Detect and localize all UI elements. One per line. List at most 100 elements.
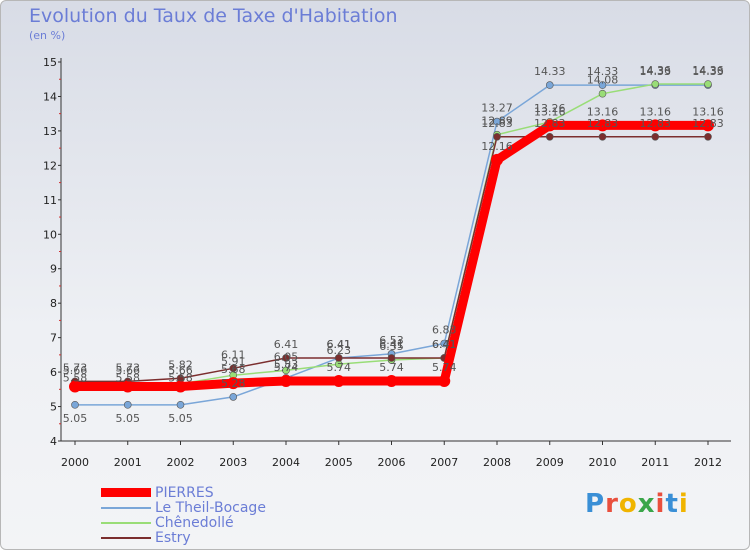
legend-item: Chênedollé — [101, 514, 266, 531]
y-tick-label: 5 — [50, 401, 57, 414]
data-point — [649, 119, 662, 132]
data-point — [387, 354, 396, 362]
legend-label: Le Theil-Bocage — [155, 499, 266, 516]
x-tick-label: 2002 — [167, 456, 195, 469]
data-label: 13.16 — [692, 105, 724, 118]
data-label: 13.16 — [534, 105, 566, 118]
logo-letter: r — [605, 489, 619, 519]
logo-letter: i — [678, 489, 689, 519]
data-label: 6.41 — [432, 338, 457, 351]
legend-label: Chênedollé — [155, 514, 234, 531]
data-point — [598, 81, 607, 89]
data-point — [229, 393, 238, 401]
data-point — [596, 119, 609, 132]
x-tick-label: 2011 — [641, 456, 669, 469]
data-label: 13.16 — [587, 105, 619, 118]
y-tick-label: 7 — [50, 332, 57, 345]
data-point — [69, 380, 81, 393]
x-tick-label: 2012 — [694, 456, 722, 469]
x-tick-label: 2009 — [536, 456, 564, 469]
data-label: 5.05 — [116, 412, 141, 425]
data-label: 14.33 — [692, 65, 724, 78]
data-point — [174, 380, 187, 393]
data-label: 13.16 — [640, 105, 672, 118]
legend-swatch — [101, 488, 151, 497]
data-point — [282, 366, 290, 375]
data-point — [123, 401, 132, 409]
data-label: 5.73 — [63, 361, 88, 374]
data-point — [493, 132, 501, 141]
data-point — [121, 380, 134, 393]
x-tick-label: 2007 — [430, 456, 458, 469]
data-label: 5.68 — [221, 363, 246, 376]
data-label: 12.89 — [481, 115, 513, 128]
data-point — [493, 117, 501, 126]
data-label: 5.91 — [221, 355, 246, 368]
data-label: 5.58 — [116, 372, 141, 385]
logo-letter: P — [585, 489, 606, 519]
logo-letter: t — [665, 489, 679, 519]
x-tick-label: 2010 — [589, 456, 617, 469]
data-point — [651, 80, 660, 88]
data-label: 5.82 — [168, 358, 193, 371]
data-point — [71, 401, 79, 409]
data-point — [227, 377, 240, 390]
data-point — [229, 364, 238, 373]
y-tick-label: 12 — [43, 159, 57, 172]
y-tick-label: 11 — [43, 194, 57, 207]
legend-item: Estry — [101, 529, 266, 546]
data-label: 6.23 — [327, 344, 352, 357]
data-label: 12.83 — [587, 117, 619, 130]
data-point — [176, 401, 185, 409]
data-point — [438, 375, 451, 388]
data-label: 6.41 — [432, 338, 457, 351]
data-label: 5.66 — [63, 364, 88, 377]
data-label: 6.41 — [379, 338, 404, 351]
x-tick-label: 2005 — [325, 456, 353, 469]
data-label: 6.11 — [221, 348, 246, 361]
data-label: 14.36 — [692, 64, 724, 77]
data-label: 12.83 — [640, 117, 672, 130]
y-tick-label: 15 — [43, 56, 57, 69]
data-label: 5.05 — [168, 412, 193, 425]
data-label: 5.66 — [168, 364, 193, 377]
x-tick-label: 2003 — [219, 456, 247, 469]
data-point — [545, 132, 554, 141]
data-label: 13.26 — [534, 102, 566, 115]
x-tick-label: 2008 — [483, 456, 511, 469]
logo-letter: x — [637, 489, 656, 519]
data-point — [702, 119, 714, 132]
data-label: 5.74 — [432, 361, 457, 374]
chart-unit: (en %) — [29, 29, 66, 42]
logo-letter: i — [655, 489, 666, 519]
data-point — [332, 375, 345, 388]
data-label: 13.27 — [481, 102, 513, 115]
data-point — [282, 354, 290, 362]
data-label: 6.41 — [327, 338, 352, 351]
y-tick-label: 4 — [50, 435, 57, 448]
data-label: 6.53 — [379, 334, 404, 347]
y-tick-label: 14 — [43, 90, 57, 103]
data-label: 5.58 — [63, 372, 88, 385]
y-tick-label: 10 — [43, 228, 57, 241]
legend-swatch — [101, 521, 151, 524]
x-tick-label: 2006 — [378, 456, 406, 469]
y-tick-label: 9 — [50, 263, 57, 276]
data-label: 6.05 — [274, 350, 299, 363]
data-label: 6.41 — [327, 338, 352, 351]
data-label: 5.28 — [221, 377, 246, 390]
data-label: 5.74 — [327, 361, 352, 374]
data-point — [651, 132, 660, 141]
legend-item: PIERRES — [101, 484, 266, 501]
data-label: 5.74 — [274, 361, 299, 374]
data-point — [704, 80, 712, 88]
data-label: 12.16 — [481, 140, 513, 153]
x-tick-label: 2004 — [272, 456, 300, 469]
data-label: 14.08 — [587, 74, 619, 87]
chart-title: Evolution du Taux de Taxe d'Habitation — [29, 5, 398, 27]
legend-label: Estry — [155, 529, 191, 546]
data-label: 12.83 — [534, 117, 566, 130]
legend-label: PIERRES — [155, 484, 214, 501]
